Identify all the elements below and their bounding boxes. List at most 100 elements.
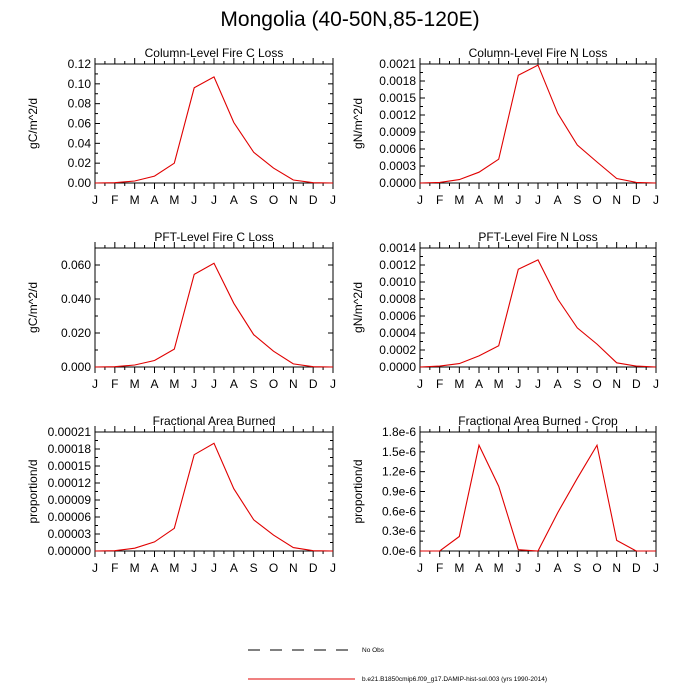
x-tick-label: N [289,377,298,391]
x-tick-label: A [230,193,238,207]
plot-frame [94,247,334,368]
x-tick-label: F [111,193,118,207]
x-tick-label: J [653,561,659,575]
x-tick-label: J [211,193,217,207]
x-tick-label: O [592,193,601,207]
y-tick-label: 0.0018 [379,74,416,88]
y-tick-label: 0.0012 [379,258,416,272]
y-tick-label: 0.04 [68,136,92,150]
x-tick-label: O [592,377,601,391]
chart-panel-6: Fractional Area Burned - Crop proportion/… [351,414,659,575]
x-tick-label: S [250,377,258,391]
y-tick-label: 0.00018 [48,442,92,456]
x-tick-label: M [494,193,504,207]
y-tick-label: 0.10 [68,77,92,91]
x-tick-label: J [330,561,336,575]
x-tick-label: O [269,561,278,575]
y-tick-label: 0.0000 [379,360,416,374]
y-tick-label: 0.0006 [379,142,416,156]
plot-frame [419,63,657,184]
chart-panel-5: Fractional Area Burned proportion/d 0.0000… [26,414,336,575]
y-tick-label: 1.2e-6 [382,465,416,479]
legend-model-label: b.e21.B1850cmip6.f09_g17.DAMIP-hist-sol.… [362,676,547,683]
x-tick-label: J [330,193,336,207]
y-tick-label: 0.00000 [48,544,92,558]
x-tick-label: N [289,561,298,575]
x-tick-label: J [92,193,98,207]
x-tick-label: J [191,193,197,207]
x-tick-label: J [535,377,541,391]
x-tick-label: M [454,561,464,575]
x-tick-label: J [92,377,98,391]
y-tick-label: 0.00012 [48,476,92,490]
x-tick-label: F [436,193,443,207]
x-tick-label: A [475,561,483,575]
panel-title: PFT-Level Fire N Loss [478,230,597,244]
y-tick-label: 0.0009 [379,125,416,139]
x-tick-label: A [554,193,562,207]
x-tick-label: A [475,377,483,391]
series-line [94,442,334,552]
y-axis-label: gC/m^2/d [26,98,40,149]
y-tick-label: 0.0015 [379,91,416,105]
x-tick-label: J [515,193,521,207]
x-tick-label: O [269,193,278,207]
chart-panel-4: PFT-Level Fire N Loss gN/m^2/d 0.0000 0.000… [351,230,659,391]
x-tick-label: O [269,377,278,391]
x-tick-label: D [632,561,641,575]
plot-frame [94,63,334,184]
y-axis-label: gC/m^2/d [26,282,40,333]
x-tick-label: F [436,377,443,391]
x-tick-label: D [632,193,641,207]
y-tick-label: 0.0002 [379,343,416,357]
y-tick-label: 0.6e-6 [382,504,416,518]
x-tick-label: J [92,561,98,575]
x-tick-label: J [417,193,423,207]
y-tick-label: 0.0014 [379,241,416,255]
series-line [94,262,334,368]
y-tick-label: 0.00006 [48,510,92,524]
panel-title: Column-Level Fire N Loss [469,46,608,60]
x-tick-label: A [150,561,158,575]
series-line [419,259,657,368]
x-tick-label: M [494,561,504,575]
y-tick-label: 0.00009 [48,493,92,507]
series-line [420,443,656,552]
x-tick-label: A [554,561,562,575]
panel-title: Fractional Area Burned - Crop [458,414,618,428]
x-tick-label: J [330,377,336,391]
x-tick-label: J [211,561,217,575]
x-tick-label: N [612,377,621,391]
y-tick-label: 0.3e-6 [382,524,416,538]
x-tick-label: J [417,561,423,575]
x-tick-label: A [150,377,158,391]
x-tick-label: S [573,561,581,575]
y-tick-label: 0.12 [68,57,92,71]
y-tick-label: 0.06 [68,117,92,131]
x-tick-label: M [494,377,504,391]
x-tick-label: A [475,193,483,207]
page-title: Mongolia (40-50N,85-120E) [220,8,480,31]
x-tick-label: J [515,561,521,575]
y-tick-label: 0.00 [68,176,92,190]
y-tick-label: 0.000 [61,360,91,374]
x-tick-label: A [230,377,238,391]
y-tick-label: 1.8e-6 [382,425,416,439]
y-tick-label: 0.0006 [379,309,416,323]
x-tick-label: N [612,193,621,207]
y-tick-label: 0.0004 [379,326,416,340]
plot-frame [419,247,657,368]
y-axis-label: proportion/d [26,459,40,523]
series-line [94,76,334,184]
x-tick-label: M [169,561,179,575]
x-tick-label: J [417,377,423,391]
y-tick-label: 0.0000 [379,176,416,190]
x-tick-label: S [250,561,258,575]
y-tick-label: 0.0012 [379,108,416,122]
y-tick-label: 0.00003 [48,527,92,541]
plot-frame [94,431,334,552]
x-tick-label: D [309,193,318,207]
x-tick-label: M [169,377,179,391]
y-tick-label: 0.0e-6 [382,544,416,558]
